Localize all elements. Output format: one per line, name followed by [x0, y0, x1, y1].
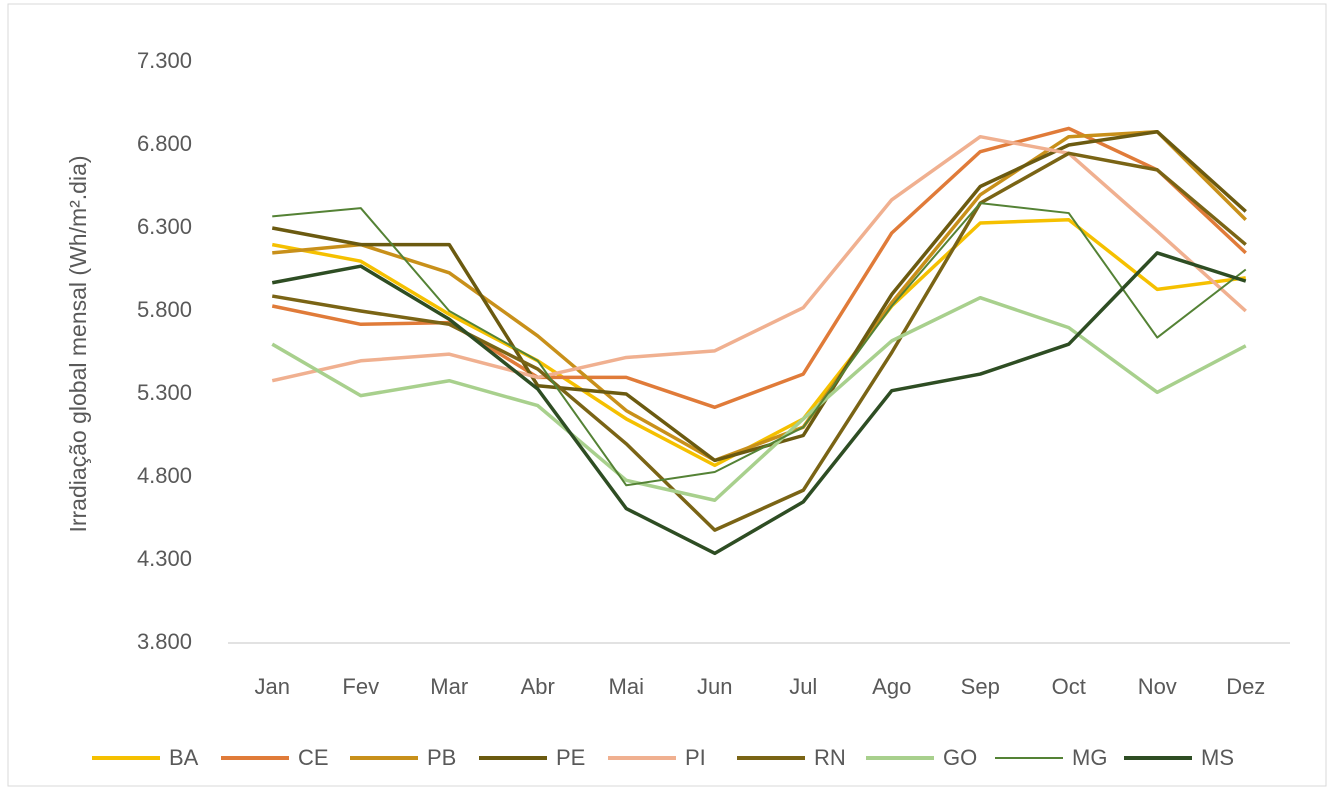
y-tick-label: 5.800 — [137, 297, 192, 322]
x-tick-label: Nov — [1138, 674, 1177, 699]
y-tick-label: 4.800 — [137, 463, 192, 488]
legend-label: CE — [298, 745, 329, 770]
legend-label: MS — [1201, 745, 1234, 770]
legend-label: BA — [169, 745, 199, 770]
chart-frame — [7, 3, 1327, 787]
series-line — [271, 295, 1247, 502]
series-line — [271, 251, 1247, 556]
y-axis-title: Irradiação global mensal (Wh/m².dia) — [65, 155, 91, 532]
series-line — [271, 151, 1247, 532]
x-tick-label: Ago — [872, 674, 911, 699]
x-tick-label: Sep — [961, 674, 1000, 699]
series-line — [271, 129, 1247, 463]
legend-label: PE — [556, 745, 585, 770]
y-tick-label: 3.800 — [137, 629, 192, 654]
series-line — [271, 134, 1247, 383]
legend-label: RN — [814, 745, 846, 770]
legend-label: GO — [943, 745, 977, 770]
legend-label: MG — [1072, 745, 1107, 770]
x-tick-label: Mai — [609, 674, 644, 699]
x-tick-label: Mar — [430, 674, 468, 699]
x-tick-label: Oct — [1052, 674, 1086, 699]
x-tick-label: Abr — [521, 674, 555, 699]
series-line — [272, 202, 1247, 487]
x-tick-label: Jan — [255, 674, 290, 699]
x-tick-label: Dez — [1226, 674, 1265, 699]
x-tick-label: Jun — [697, 674, 732, 699]
y-tick-label: 7.300 — [137, 48, 192, 73]
y-tick-label: 4.300 — [137, 546, 192, 571]
x-tick-label: Jul — [789, 674, 817, 699]
y-tick-label: 6.800 — [137, 131, 192, 156]
y-tick-label: 6.300 — [137, 214, 192, 239]
legend-label: PI — [685, 745, 706, 770]
y-tick-label: 5.300 — [137, 380, 192, 405]
legend-label: PB — [427, 745, 456, 770]
x-tick-label: Fev — [342, 674, 379, 699]
series-line — [272, 129, 1247, 463]
